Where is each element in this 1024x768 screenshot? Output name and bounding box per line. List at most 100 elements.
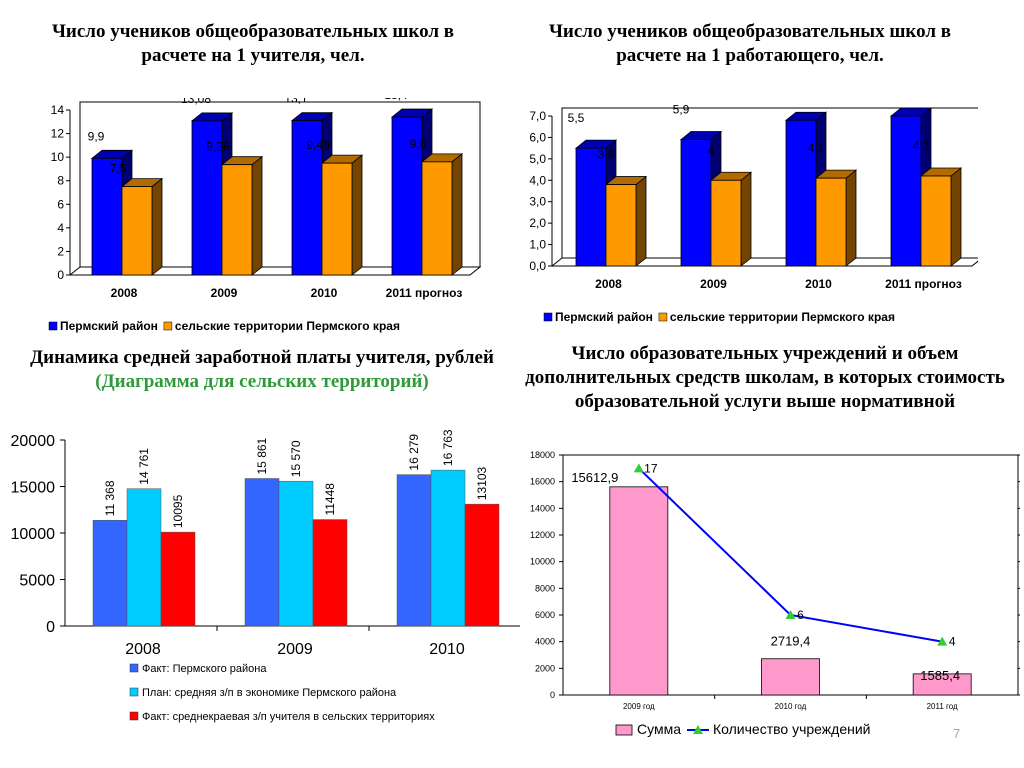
- bar: [575, 147, 607, 267]
- y-tick-label: 5000: [19, 573, 55, 590]
- line-marker: [785, 610, 796, 619]
- legend-swatch: [48, 321, 58, 331]
- legend-marker: [693, 725, 703, 734]
- x-tick-label: 2011 прогноз: [885, 277, 962, 291]
- legend-swatch: [543, 312, 553, 322]
- x-tick-label: 2010: [311, 286, 338, 300]
- line-data-label: 6: [797, 608, 804, 622]
- bar: [92, 520, 128, 627]
- line-marker: [633, 463, 644, 473]
- data-label: 15 570: [289, 440, 303, 477]
- data-label: 13103: [475, 466, 489, 500]
- legend-swatch: [129, 711, 139, 721]
- chart3-title: Динамика средней заработной платы учител…: [14, 346, 510, 394]
- chart2-svg: 0,0 1,0 2,0 3,0 4,0 5,0 6,0 7,0 5,5 3,8 2008 5,9 4 20…: [529, 103, 978, 324]
- data-label: 11 368: [103, 480, 117, 516]
- legend-label: Количество учреждений: [713, 721, 870, 737]
- x-tick-label: 2009: [277, 641, 313, 658]
- bar: [430, 469, 466, 627]
- bar-side: [950, 167, 962, 267]
- y-tick-label: 10: [51, 150, 65, 164]
- y-tick-label: 6000: [535, 610, 555, 620]
- bar: [244, 478, 280, 627]
- bar: [421, 161, 453, 276]
- x-tick-label: 2008: [595, 277, 622, 291]
- page-number: 7: [953, 726, 961, 741]
- data-label: 15612,9: [571, 470, 618, 485]
- data-label: 5,9: [673, 103, 690, 117]
- bar: [121, 186, 153, 276]
- x-tick-label: 2010 год: [775, 702, 807, 711]
- data-label: 2719,4: [771, 634, 811, 649]
- line-data-label: 4: [949, 635, 956, 649]
- legend-swatch: [163, 321, 173, 331]
- bar-side: [740, 171, 752, 267]
- y-tick-label: 18000: [530, 450, 555, 460]
- y-tick-label: 0: [550, 690, 555, 700]
- data-label: 13,1: [284, 98, 308, 106]
- y-tick-label: 0,0: [529, 259, 546, 273]
- bar: [396, 474, 432, 627]
- data-label: 5,5: [568, 111, 585, 125]
- legend-swatch: [615, 724, 633, 736]
- y-tick-label: 2000: [535, 663, 555, 673]
- bar: [785, 119, 817, 267]
- x-tick-label: 2009 год: [623, 702, 655, 711]
- plot-back-wall: [561, 107, 978, 259]
- y-tick-label: 16000: [530, 477, 555, 487]
- data-label: 1585,4: [920, 668, 960, 683]
- chart3-svg: 0 5000 10000 15000 20000 11 368 14 761 10095 200…: [11, 429, 520, 723]
- bar: [191, 120, 223, 276]
- data-label: 9,9: [88, 129, 105, 143]
- y-tick-label: 4,0: [529, 173, 546, 187]
- legend-label: сельские территории Пермского края: [670, 310, 895, 324]
- data-label: 9,6: [410, 137, 427, 151]
- y-tick-label: 10000: [11, 526, 56, 543]
- bar: [278, 480, 314, 627]
- legend-swatch: [129, 663, 139, 673]
- y-tick-label: 1,0: [529, 238, 546, 252]
- data-label: 4: [708, 143, 715, 157]
- x-tick-label: 2011 прогноз: [386, 286, 463, 300]
- legend-label: Факт: Пермского района: [142, 663, 267, 675]
- data-label: 10095: [171, 494, 185, 528]
- bar: [605, 184, 637, 267]
- bar: [291, 120, 323, 276]
- chart4-title: Число образовательных учреждений и объем…: [525, 343, 1005, 413]
- bar: [391, 116, 423, 276]
- data-label: 14 761: [137, 448, 151, 485]
- legend-label: Пермский район: [555, 310, 653, 324]
- bar-side: [251, 155, 263, 276]
- legend-label: сельские территории Пермского края: [175, 319, 400, 333]
- data-label: 4,1: [808, 141, 825, 155]
- x-tick-label: 2009: [211, 286, 238, 300]
- data-label: 9,49: [306, 138, 330, 152]
- legend-label: Факт: среднекраевая з/п учителя в сельск…: [142, 711, 435, 723]
- bar: [680, 139, 712, 267]
- chart1-svg: 0 2 4 6 8 10 12 14 9,9 7,5 2008 13,08 9,36 2009 13,1 9,…: [48, 98, 482, 333]
- bar: [815, 177, 847, 267]
- y-tick-label: 3,0: [529, 195, 546, 209]
- data-label: 3,8: [598, 148, 615, 162]
- bar: [160, 531, 196, 627]
- chart4-svg: 0 2000 4000 6000 8000 10000 12000 14000 16000 180…: [530, 450, 1020, 737]
- data-label: 13,08: [181, 98, 211, 106]
- data-label: 16 279: [407, 434, 421, 471]
- x-tick-label: 2010: [805, 277, 832, 291]
- legend-swatch: [129, 687, 139, 697]
- y-tick-label: 12: [51, 127, 65, 141]
- bar: [321, 162, 353, 276]
- y-tick-label: 8000: [535, 583, 555, 593]
- legend-label: План: средняя з/п в экономике Пермского …: [142, 687, 397, 699]
- x-tick-label: 2010: [429, 641, 465, 658]
- data-label: 11448: [323, 483, 337, 516]
- y-tick-label: 15000: [11, 480, 56, 497]
- bar-side: [351, 154, 363, 276]
- bar-side: [451, 153, 463, 276]
- legend-label: Сумма: [637, 721, 681, 737]
- y-tick-label: 4000: [535, 637, 555, 647]
- legend-swatch: [658, 312, 668, 322]
- data-label: 7,5: [110, 162, 127, 176]
- bar: [920, 175, 952, 267]
- x-tick-label: 2011 год: [927, 702, 958, 711]
